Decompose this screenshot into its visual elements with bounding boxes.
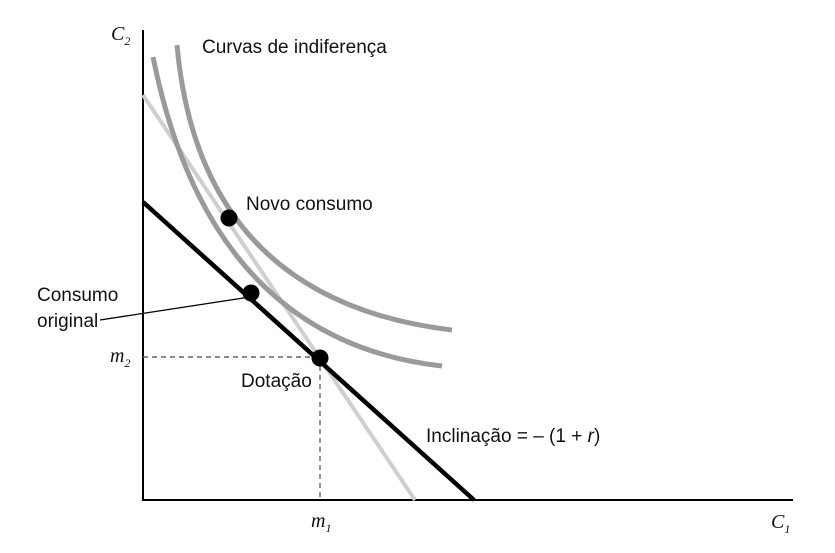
endowment-label: Dotação: [241, 371, 312, 392]
m2-subscript: 2: [124, 356, 130, 370]
m1-label: m1: [311, 510, 331, 535]
y-axis-label: C2: [111, 23, 130, 48]
original-consumption-label-line1: Consumo: [37, 285, 118, 306]
new-consumption-label: Novo consumo: [246, 194, 373, 215]
budget-line: [141, 200, 476, 502]
m2-label: m2: [110, 345, 130, 370]
slope-label: Inclinação = – (1 + r): [426, 426, 600, 447]
indifference-curve-original: [150, 56, 443, 369]
slope-variable: r: [588, 426, 595, 447]
original-consumption-pointer: [99, 296, 251, 321]
x-axis-label: C1: [771, 511, 790, 536]
indifference-curves-label: Curvas de indiferença: [202, 37, 387, 58]
x-axis-subscript: 1: [784, 522, 790, 536]
original-consumption-label-line2: original: [37, 311, 98, 332]
endowment-point: [311, 349, 329, 367]
m1-subscript: 1: [325, 521, 331, 535]
y-axis-subscript: 2: [124, 34, 130, 48]
original-consumption-point: [242, 284, 260, 302]
indifference-curve-new: [174, 44, 453, 333]
new-consumption-point: [220, 209, 238, 227]
